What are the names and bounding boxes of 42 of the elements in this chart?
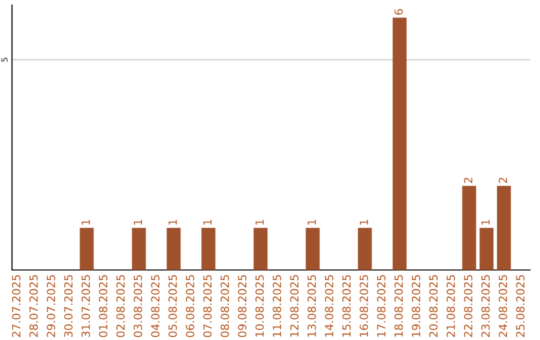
data-label: 2 xyxy=(498,178,507,183)
x-tick-label: 09.08.2025 xyxy=(238,275,246,338)
x-tick-label: 11.08.2025 xyxy=(272,275,282,337)
x-tick-label: 25.08.2025 xyxy=(516,275,525,337)
x-tick-label: 27.07.2025 xyxy=(12,275,20,337)
x-tick-label: 24.08.2025 xyxy=(498,275,508,337)
data-label: 2 xyxy=(464,178,472,183)
x-tick-label: 13.08.2025 xyxy=(308,275,316,337)
x-tick-label: 18.08.2025 xyxy=(394,275,403,337)
x-tick-label: 29.07.2025 xyxy=(46,275,56,337)
x-tick-label: 03.08.2025 xyxy=(134,275,142,338)
data-label: 6 xyxy=(394,9,403,15)
x-tick-label: 15.08.2025 xyxy=(342,275,351,337)
x-tick-label: 16.08.2025 xyxy=(360,275,368,337)
data-label: 1 xyxy=(82,220,90,225)
x-tick-label: 21.08.2025 xyxy=(446,275,455,337)
x-tick-label: 02.08.2025 xyxy=(116,275,125,338)
x-tick-label: 14.08.2025 xyxy=(324,275,334,337)
x-tick-label: 23.08.2025 xyxy=(481,275,490,337)
x-tick-label: 19.08.2025 xyxy=(412,275,420,337)
x-tick-label: 31.07.2025 xyxy=(82,275,90,337)
x-tick-label: 04.08.2025 xyxy=(151,275,160,338)
x-tick-label: 06.08.2025 xyxy=(186,275,194,338)
x-tick-label: 30.07.2025 xyxy=(64,275,73,337)
data-label: 1 xyxy=(360,220,368,225)
x-tick-label: 08.08.2025 xyxy=(220,275,230,338)
data-label: 1 xyxy=(482,220,490,225)
x-tick-label: 05.08.2025 xyxy=(168,275,177,338)
data-label: 1 xyxy=(203,220,212,225)
x-tick-label: 20.08.2025 xyxy=(429,275,438,337)
y-tick-label: 5 xyxy=(1,58,8,62)
data-label: 1 xyxy=(134,220,142,225)
x-tick-label: 07.08.2025 xyxy=(203,275,212,338)
data-label: 1 xyxy=(168,220,177,225)
x-tick-label: 28.07.2025 xyxy=(29,275,38,337)
x-tick-label: 10.08.2025 xyxy=(255,275,264,337)
x-tick-label: 17.08.2025 xyxy=(377,275,386,337)
x-tick-label: 12.08.2025 xyxy=(290,275,299,337)
x-tick-label: 01.08.2025 xyxy=(98,275,108,338)
data-label: 1 xyxy=(308,220,316,225)
x-tick-label: 22.08.2025 xyxy=(464,275,472,337)
data-label: 1 xyxy=(256,220,264,225)
